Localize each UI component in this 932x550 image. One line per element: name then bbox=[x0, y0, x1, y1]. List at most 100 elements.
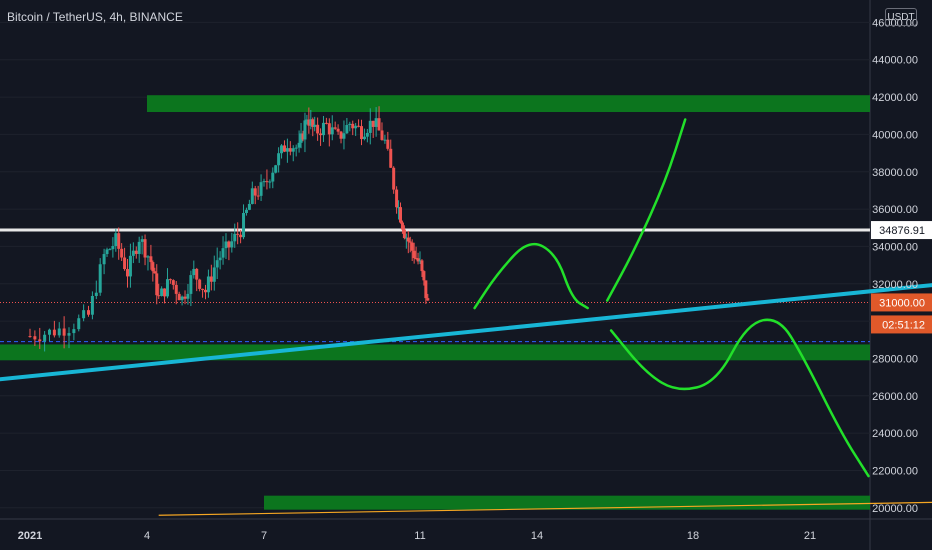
level-price-label-bg bbox=[871, 221, 932, 240]
candle-body bbox=[354, 125, 358, 129]
candle-body bbox=[242, 212, 246, 238]
candle-body bbox=[399, 207, 402, 223]
candle-body bbox=[418, 260, 422, 262]
candle-countdown-label: 02:51:12 bbox=[882, 319, 925, 331]
x-tick-label: 21 bbox=[804, 530, 816, 542]
candle-body bbox=[233, 233, 237, 242]
candles bbox=[28, 106, 430, 352]
candle-body bbox=[108, 249, 112, 251]
candle-body bbox=[28, 336, 32, 338]
y-tick-label: 28000.00 bbox=[872, 353, 918, 365]
candle-body bbox=[48, 329, 51, 335]
candle-body bbox=[204, 289, 207, 293]
candle-body bbox=[256, 195, 260, 197]
candle-body bbox=[183, 296, 187, 299]
candle-body bbox=[126, 269, 129, 277]
candle-body bbox=[333, 127, 337, 129]
currency-selector-button[interactable]: USDT bbox=[885, 8, 917, 26]
candle-body bbox=[422, 271, 426, 281]
candle-body bbox=[383, 139, 387, 141]
candle-body bbox=[157, 295, 161, 297]
ascending-trendline bbox=[0, 283, 932, 382]
x-tick-label: 11 bbox=[414, 530, 425, 542]
candle-body bbox=[395, 189, 399, 208]
x-tick-label: 4 bbox=[144, 530, 150, 542]
y-tick-label: 34000.00 bbox=[872, 241, 918, 253]
candle-body bbox=[262, 181, 266, 183]
candle-body bbox=[389, 148, 393, 168]
candle-body bbox=[189, 275, 193, 294]
time-axis-labels: 2021471114182125 bbox=[18, 530, 816, 542]
candle-body bbox=[239, 234, 243, 238]
candle-body bbox=[134, 250, 138, 254]
candle-body bbox=[198, 279, 202, 289]
candle-body bbox=[342, 133, 346, 139]
candle-body bbox=[380, 130, 384, 140]
candle-body bbox=[319, 133, 323, 136]
candle-body bbox=[120, 248, 124, 258]
candle-body bbox=[277, 153, 281, 166]
candle-body bbox=[426, 298, 430, 301]
candle-body bbox=[160, 288, 164, 297]
candle-body bbox=[400, 222, 404, 230]
candle-body bbox=[117, 233, 121, 249]
candle-body bbox=[98, 264, 102, 293]
drawn-drop-path bbox=[609, 318, 870, 478]
candle-body bbox=[377, 118, 381, 131]
candle-body bbox=[253, 188, 257, 196]
candle-body bbox=[339, 131, 343, 139]
candle-body bbox=[311, 119, 315, 127]
candle-body bbox=[247, 203, 251, 210]
candle-body bbox=[360, 126, 363, 140]
candle-body bbox=[224, 241, 228, 249]
candle-body bbox=[168, 279, 172, 281]
candle-body bbox=[137, 241, 141, 254]
candle-body bbox=[171, 280, 175, 285]
candle-body bbox=[163, 288, 167, 297]
price-zone bbox=[264, 495, 870, 510]
candle-body bbox=[177, 293, 181, 301]
candle-body bbox=[336, 128, 340, 132]
symbol-title[interactable]: Bitcoin / TetherUS, 4h, BINANCE bbox=[7, 10, 183, 24]
candle-body bbox=[102, 254, 106, 265]
candle-body bbox=[374, 118, 378, 127]
candle-body bbox=[414, 258, 418, 260]
candle-body bbox=[259, 182, 263, 196]
candle-body bbox=[351, 123, 355, 129]
candle-body bbox=[307, 119, 311, 126]
candle-body bbox=[309, 119, 313, 126]
y-tick-label: 22000.00 bbox=[872, 465, 918, 477]
candle-body bbox=[324, 122, 328, 124]
candle-body bbox=[201, 288, 205, 290]
candle-body bbox=[330, 127, 334, 135]
candle-body bbox=[151, 262, 155, 272]
candle-body bbox=[77, 318, 81, 330]
drawn-bounce-path bbox=[473, 242, 589, 310]
candle-body bbox=[271, 172, 275, 182]
current-price-label-bg bbox=[871, 293, 932, 312]
candle-body bbox=[301, 133, 305, 140]
y-tick-label: 24000.00 bbox=[872, 428, 918, 440]
candle-body bbox=[227, 241, 231, 248]
candle-body bbox=[221, 248, 225, 258]
x-tick-label: 14 bbox=[531, 530, 543, 542]
candle-body bbox=[114, 233, 118, 247]
candle-body bbox=[131, 250, 135, 256]
candle-body bbox=[90, 295, 94, 315]
candle-body bbox=[408, 241, 412, 243]
candle-body bbox=[111, 246, 115, 250]
candle-body bbox=[348, 123, 352, 126]
candle-body bbox=[416, 258, 420, 262]
candle-body bbox=[327, 123, 331, 135]
candle-body bbox=[406, 237, 410, 242]
candle-body bbox=[305, 119, 309, 121]
candle-body bbox=[165, 279, 169, 297]
candle-body bbox=[265, 181, 269, 183]
level-lines bbox=[0, 228, 932, 516]
price-badges: 34876.91 31000.00 02:51:12 bbox=[871, 221, 932, 334]
candle-body bbox=[282, 145, 286, 152]
level-price-label: 34876.91 bbox=[879, 225, 925, 237]
candle-body bbox=[105, 249, 109, 255]
candle-body bbox=[72, 329, 76, 334]
